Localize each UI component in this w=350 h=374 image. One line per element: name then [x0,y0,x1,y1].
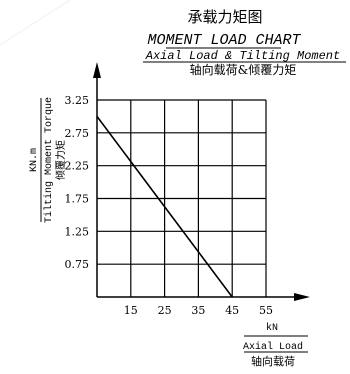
x-tick-label: 55 [259,304,273,317]
x-tick-label: 35 [191,304,205,317]
x-tick-label: 25 [158,304,172,317]
y-axis-arrow-icon [93,62,101,78]
title-cn: 承载力矩图 [187,8,262,26]
x-tick-label: 15 [124,304,138,317]
series-line [96,115,233,298]
y-axis-unit: KN.m [29,148,40,172]
y-tick-label: 0.75 [65,258,90,271]
x-axis-label-cn: 轴向载荷 [251,354,295,368]
y-tick-label: 1.75 [65,193,90,206]
y-axis-label: Tilting Moment Torque [43,97,55,223]
title-en: MOMENT LOAD CHART [147,32,301,49]
x-axis-label: Axial Load [243,341,303,353]
y-tick-label: 1.25 [65,225,90,238]
plot-area: 15 25 35 45 55 0.75 1.25 1.75 2.25 2.75 3.25 [65,62,310,317]
subtitle-en: Axial Load & Tilting Moment [145,49,340,63]
x-axis-unit: kN [266,322,278,334]
y-tick-label: 3.25 [65,94,90,107]
y-tick-label: 2.75 [65,127,90,140]
y-tick-label: 2.25 [65,160,90,173]
x-tick-label: 45 [225,304,239,317]
subtitle-cn: 轴向载荷&倾覆力矩 [190,62,297,77]
x-axis-arrow-icon [294,293,310,301]
background-decoration [0,0,71,46]
y-axis-label-cn: 倾覆力矩 [54,140,67,180]
y-axis-title-group: KN.m Tilting Moment Torque 倾覆力矩 [29,97,67,223]
